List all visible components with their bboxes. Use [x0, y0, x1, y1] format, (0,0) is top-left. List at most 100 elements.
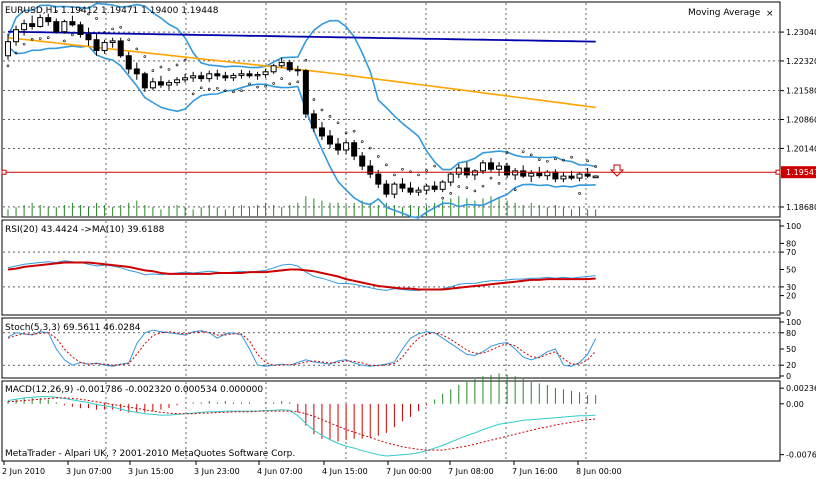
sar-point [199, 86, 203, 90]
candle-body [21, 23, 28, 31]
candle-body [367, 165, 374, 175]
candle-body [222, 75, 229, 79]
candle-body [246, 73, 253, 77]
candle-body [310, 113, 317, 129]
rsi-tick-label: 70 [786, 248, 796, 257]
candle-body [463, 167, 470, 176]
current-price-line [1, 169, 781, 175]
sar-point [457, 185, 461, 188]
candle-body [93, 39, 100, 52]
candle-body [278, 62, 285, 67]
sar-point [127, 38, 131, 42]
sar-point [79, 8, 82, 11]
candle-body [479, 162, 486, 172]
stochastic-lines [7, 329, 597, 367]
sar-point [216, 86, 219, 90]
sar-point [473, 189, 477, 193]
candle-body [504, 165, 511, 176]
candle-body [214, 73, 221, 77]
candle-body [447, 173, 454, 183]
sar-point [529, 153, 533, 157]
price-marker-left [1, 169, 7, 175]
price-marker-right [775, 169, 781, 175]
candle-body [238, 73, 245, 76]
sar-point [393, 173, 396, 177]
macd-axis: 0.002369 0.00 -0.007695 [780, 384, 816, 460]
rsi-lines [7, 260, 596, 291]
candle-body [174, 79, 181, 84]
candle-body [383, 183, 390, 195]
current-price-box [781, 166, 816, 179]
bollinger-upper [7, 2, 596, 171]
candle-body [455, 167, 462, 175]
sar-point [248, 82, 251, 86]
sar-point [401, 167, 404, 171]
rsi-tick-label: 50 [786, 266, 796, 275]
sar-point [521, 150, 525, 153]
candle-body [117, 40, 124, 57]
candle-body [536, 172, 543, 177]
candle-body [488, 162, 494, 170]
rsi-pane[interactable]: RSI(20) 43.4424 ->MA(10) 39.6188 [1, 219, 781, 316]
stochastic-label: Stoch(5,3,3) 69.5611 46.0284 [5, 323, 141, 333]
candle-body [141, 73, 148, 89]
price-tick-label: 1.21580 [786, 87, 816, 96]
macd-histogram [7, 373, 597, 442]
sar-point [441, 196, 445, 200]
sar-point [87, 12, 90, 16]
sar-point [425, 169, 428, 172]
candle-body [415, 189, 422, 193]
candle-body [69, 21, 76, 26]
sar-point [111, 27, 114, 31]
candle-body [45, 17, 52, 23]
time-tick-label: 3 Jun 07:00 [66, 467, 112, 476]
stochastic-pane[interactable]: Stoch(5,3,3) 69.5611 46.0284 [1, 317, 781, 379]
sar-point [167, 68, 171, 71]
sar-point [376, 155, 380, 158]
sar-point [54, 9, 58, 13]
candle-body [592, 175, 599, 179]
sar-point [497, 182, 501, 185]
stoch-tick-label: 80 [786, 329, 796, 338]
stoch-tick-label: 100 [786, 318, 801, 327]
time-tick-label: 2 Jun 2010 [2, 467, 45, 476]
sar-point [264, 84, 267, 88]
rsi-ma-line [7, 261, 596, 291]
sar-point [570, 155, 573, 159]
candle-body [302, 70, 309, 115]
rsi-tick-label: 20 [786, 292, 796, 301]
symbol-header: EURUSD,H1 1.19412 1.19471 1.19400 1.1944… [5, 6, 219, 16]
close-icon[interactable]: × [766, 9, 774, 19]
sar-point [207, 87, 211, 91]
macd-pane[interactable]: MACD(12,26,9) -0.001786 -0.002320 0.0005… [1, 373, 781, 462]
price-tick-label: 1.23040 [786, 28, 816, 37]
macd-tick-label: 0.00 [786, 400, 804, 409]
rsi-tick-label: 30 [786, 283, 796, 292]
sar-point [38, 37, 42, 40]
candle-body [294, 69, 301, 72]
stochastic-axis: 100 80 50 20 0 [780, 318, 801, 381]
sar-point [360, 140, 364, 143]
candle-body [407, 187, 414, 193]
sar-point [465, 186, 469, 190]
candlesticks [5, 13, 599, 199]
parabolic-sar [6, 8, 597, 200]
sar-point [256, 85, 259, 89]
volume-bars [7, 196, 597, 216]
time-tick-label: 4 Jun 07:00 [257, 467, 303, 476]
sar-point [586, 159, 589, 163]
indicator-label: Moving Average [688, 8, 761, 18]
price-tick-label: 1.22320 [786, 57, 816, 66]
price-pane[interactable]: EURUSD,H1 1.19412 1.19471 1.19400 1.1944… [1, 1, 781, 219]
sar-point [562, 158, 565, 162]
rsi-label: RSI(20) 43.4424 ->MA(10) 39.6188 [5, 225, 165, 235]
rsi-tick-label: 100 [786, 222, 801, 231]
sar-point [505, 151, 509, 154]
rsi-tick-label: 0 [786, 309, 791, 318]
sar-point [159, 65, 163, 69]
candle-body [318, 127, 325, 137]
price-axis: 1.23040 1.22320 1.21580 1.20860 1.20140 1.186… [780, 28, 816, 212]
candle-body [270, 65, 277, 73]
stoch-main-line [7, 329, 597, 367]
sar-point [14, 51, 18, 55]
